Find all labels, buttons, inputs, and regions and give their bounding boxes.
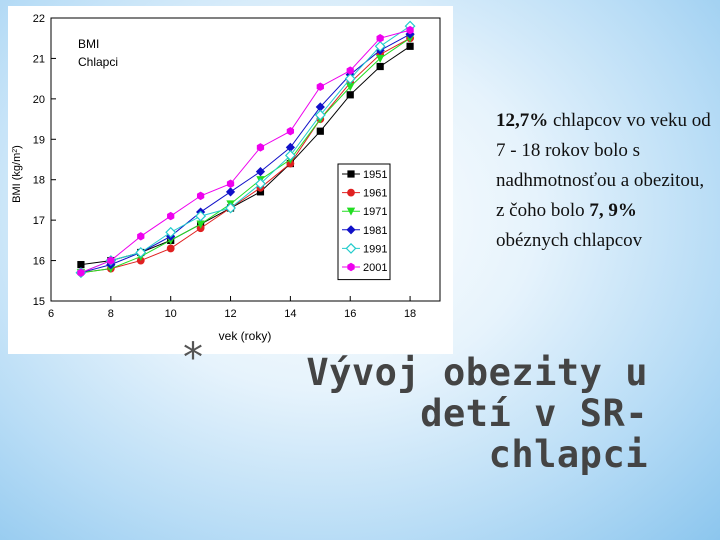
series-2001 <box>77 25 414 277</box>
slide-title-line1: Vývoj obezity u detí v SR- <box>306 351 648 435</box>
series-line-1981 <box>80 33 411 274</box>
x-tick-label: 6 <box>48 308 54 320</box>
obesity-description: 12,7% chlapcov vo veku od 7 - 18 rokov b… <box>496 106 711 256</box>
data-point-1951 <box>256 188 265 196</box>
data-point-1991 <box>314 109 326 121</box>
y-tick-label: 16 <box>33 256 45 268</box>
slide-title-line2: chlapci <box>488 433 648 476</box>
bmi-line-chart: 6 8 10 12 14 16 18 15 16 17 18 19 20 21 22 1951 1961 197… <box>11 13 441 343</box>
legend-marker-1961 <box>347 188 355 197</box>
y-tick-label: 22 <box>33 13 45 25</box>
y-tick-label: 21 <box>33 53 45 65</box>
description-text-1: chlapcov vo veku od 7 - 18 rokov bolo s … <box>496 110 711 221</box>
x-tick-label: 14 <box>284 308 296 320</box>
legend-box <box>337 163 391 281</box>
y-tick-label: 20 <box>33 94 45 106</box>
series-line-1991 <box>80 25 411 274</box>
x-tick-label: 12 <box>224 308 236 320</box>
legend-label-1991: 1991 <box>363 243 387 255</box>
data-point-1991 <box>225 202 236 214</box>
data-point-1981 <box>315 102 325 112</box>
x-tick-label: 8 <box>108 308 114 320</box>
data-point-2001 <box>346 66 354 75</box>
legend-label-1951: 1951 <box>363 169 387 181</box>
data-point-1981 <box>285 142 295 152</box>
data-point-1991 <box>165 226 177 238</box>
data-point-2001 <box>196 191 205 201</box>
chart-panel: 6 8 10 12 14 16 18 15 16 17 18 19 20 21 22 1951 1961 197… <box>8 6 453 354</box>
x-tick-label: 18 <box>404 308 416 320</box>
data-point-1981 <box>225 187 236 197</box>
data-point-1971 <box>196 220 205 229</box>
data-point-2001 <box>376 34 384 43</box>
slide-title: Vývoj obezity u detí v SR- chlapci <box>208 352 648 475</box>
y-tick-label: 19 <box>33 134 45 146</box>
data-point-1991 <box>284 150 296 161</box>
data-point-1961 <box>166 244 175 253</box>
legend-marker-1991 <box>345 242 357 254</box>
legend-marker-2001 <box>347 262 355 272</box>
series-line-1971 <box>80 37 411 274</box>
data-point-1991 <box>255 178 266 190</box>
data-point-2001 <box>77 268 85 277</box>
data-point-1971 <box>375 54 385 63</box>
series-line-1961 <box>80 37 411 274</box>
x-tick-label: 10 <box>165 308 177 320</box>
chart-title-line1: BMI <box>78 37 99 51</box>
x-tick-label: 16 <box>344 308 356 320</box>
chart-title-line2: Chlapci <box>78 55 118 69</box>
legend-label-1971: 1971 <box>363 206 387 218</box>
y-tick-label: 17 <box>33 215 45 227</box>
data-point-1981 <box>255 167 266 177</box>
data-point-2001 <box>286 127 295 136</box>
data-point-2001 <box>167 211 175 221</box>
data-point-1951 <box>77 261 85 269</box>
y-tick-label: 18 <box>33 175 45 187</box>
legend-label-1981: 1981 <box>363 225 387 237</box>
y-tick-label: 15 <box>33 296 45 308</box>
data-point-1971 <box>346 83 355 92</box>
description-text-2: obéznych chlapcov <box>496 230 643 251</box>
title-bullet: * <box>183 335 203 381</box>
legend-marker-1981 <box>346 225 356 235</box>
data-point-1991 <box>135 247 147 258</box>
legend-marker-1951 <box>347 170 355 178</box>
data-point-2001 <box>406 25 414 35</box>
legend-label-2001: 2001 <box>363 262 387 274</box>
data-point-1951 <box>346 91 354 99</box>
y-axis-label: BMI (kg/m2) <box>11 145 23 203</box>
overweight-percentage: 12,7% <box>496 110 549 131</box>
data-point-2001 <box>256 143 265 152</box>
data-point-1991 <box>344 73 356 85</box>
legend-marker-1971 <box>346 207 356 216</box>
data-point-1951 <box>406 42 414 50</box>
x-axis-label: vek (roky) <box>219 329 272 343</box>
series-line-2001 <box>80 29 411 274</box>
legend-label-1961: 1961 <box>363 188 387 200</box>
data-point-2001 <box>107 256 115 265</box>
data-point-2001 <box>137 232 145 241</box>
data-point-1951 <box>316 127 324 135</box>
data-point-1951 <box>376 62 384 71</box>
data-point-1991 <box>374 40 386 52</box>
obese-percentage: 7, 9% <box>589 200 637 221</box>
data-point-2001 <box>316 82 324 91</box>
data-point-1991 <box>195 210 207 222</box>
data-point-2001 <box>226 179 235 188</box>
